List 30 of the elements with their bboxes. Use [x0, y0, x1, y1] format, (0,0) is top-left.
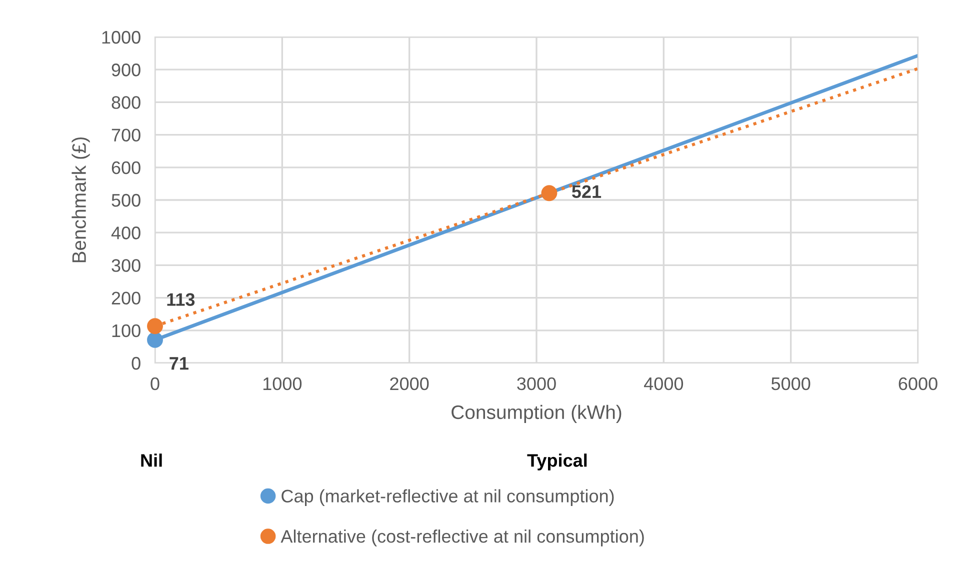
x-tick-label: 1000: [263, 377, 302, 390]
legend-label: Alternative (cost-reflective at nil consumption): [280, 530, 644, 546]
point: [147, 318, 163, 334]
text: Nil: [141, 454, 162, 467]
y-tick-label: 1000: [102, 30, 140, 44]
data-label: 521: [572, 185, 602, 198]
y-tick-label: 600: [112, 161, 140, 174]
x-tick-label: 2000: [390, 377, 429, 390]
point: [541, 185, 558, 202]
data-label: 113: [167, 293, 195, 306]
y-tick-label: 400: [111, 226, 140, 240]
text: Typical: [527, 454, 587, 470]
x-tick-label: 4000: [644, 377, 684, 390]
data-label: 71: [170, 357, 188, 370]
y-tick-label: 0: [132, 356, 140, 370]
y-tick-label: 700: [112, 128, 140, 142]
x-tick-label: 3000: [517, 377, 556, 390]
y-tick-label: 500: [112, 194, 140, 207]
y-tick-label: 800: [112, 96, 140, 109]
x-axis-title: Consumption (kWh): [452, 404, 622, 423]
legend-label: Cap (market-reflective at nil consumption): [282, 489, 614, 506]
y-tick-label: 100: [112, 324, 140, 338]
y-tick-label: 900: [112, 64, 140, 76]
x-tick-label: 6000: [898, 377, 938, 390]
y-axis-title: Benchmark (£): [72, 137, 90, 262]
point: [147, 332, 163, 348]
x-tick-label: 0: [150, 377, 160, 390]
y-tick-label: 200: [112, 292, 140, 305]
y-tick-label: 300: [112, 259, 140, 272]
x-tick-label: 5000: [771, 377, 810, 390]
